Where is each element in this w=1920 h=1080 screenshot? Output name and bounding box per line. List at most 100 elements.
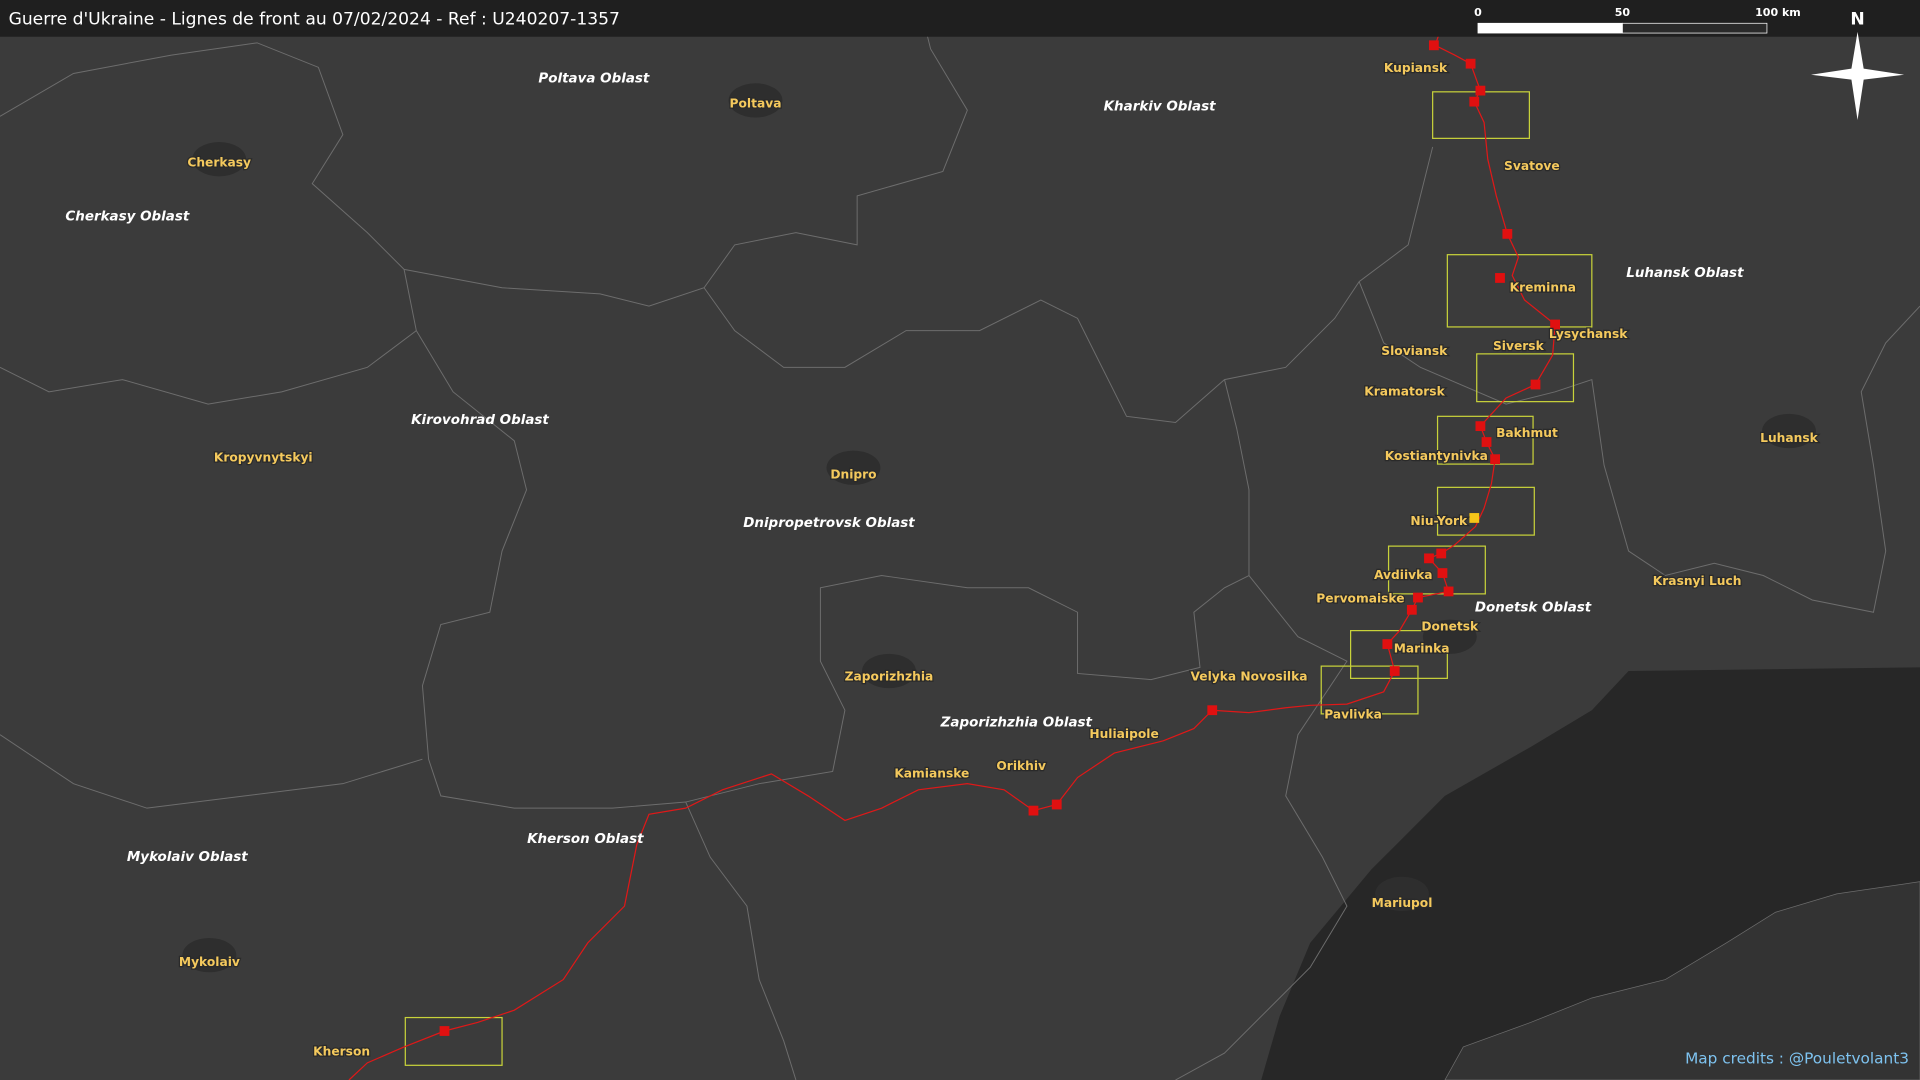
oblast-label: Poltava Oblast (538, 71, 650, 86)
yellow-marker (1469, 513, 1480, 523)
border (415, 330, 1250, 809)
oblast-label: Donetsk Oblast (1475, 600, 1592, 615)
oblast-label: Kharkiv Oblast (1104, 100, 1216, 115)
red-marker (1495, 273, 1505, 283)
scale-bar: 0 50 100 km (1474, 6, 1801, 34)
oblast-label: Zaporizhzhia Oblast (940, 715, 1093, 730)
oblast-labels: Poltava Oblast Kharkiv Oblast Cherkasy Obl… (65, 71, 1744, 865)
border (703, 146, 1434, 423)
red-marker (1465, 58, 1476, 69)
border (0, 734, 423, 809)
focus-box (1476, 353, 1575, 403)
red-marker (1382, 639, 1393, 649)
focus-box (1436, 486, 1535, 536)
city-labels: KharkivPoltavaKupianskCherkasySvatoveKre… (178, 0, 1820, 1060)
oblast-label: Cherkasy Oblast (65, 210, 189, 225)
city-label: Sloviansk (1381, 344, 1448, 358)
focus-box (1320, 665, 1419, 715)
city-label: Kreminna (1510, 280, 1576, 294)
red-marker (1406, 604, 1417, 615)
city-area (182, 937, 237, 973)
focus-box (404, 1016, 503, 1066)
red-marker (1490, 454, 1500, 465)
city-label: Donetsk (1421, 619, 1479, 633)
city-label: Pavlivka (1324, 708, 1382, 722)
city-label: Luhansk (1760, 431, 1818, 445)
red-marker (1475, 421, 1486, 432)
credits: Map credits : @Pouletvolant3 (1685, 1050, 1909, 1068)
focus-box (1446, 254, 1593, 328)
city-area (728, 83, 783, 118)
city-label: Zaporizhzhia (845, 670, 934, 684)
city-label: Avdiivka (1374, 568, 1433, 582)
city-label: Kropyvnytskyi (214, 450, 313, 464)
red-marker (1443, 586, 1454, 597)
red-marker (1436, 548, 1447, 559)
city-label: Pervomaiske (1316, 591, 1404, 605)
red-marker (1207, 705, 1218, 716)
city-label: Cherkasy (187, 155, 251, 169)
city-label: Bakhmut (1496, 426, 1558, 440)
city-label: Kherson (313, 1044, 370, 1058)
city-label: Mariupol (1372, 896, 1433, 910)
city-label: Svatove (1504, 159, 1560, 173)
city-label: Lysychansk (1549, 327, 1628, 341)
red-marker (1437, 568, 1448, 578)
red-marker (1413, 592, 1423, 603)
city-label: Dnipro (830, 468, 876, 482)
red-marker (1475, 85, 1486, 96)
oblast-label: Kherson Oblast (527, 832, 644, 847)
scale-segment (1477, 22, 1623, 34)
city-label: Krasnyi Luch (1653, 574, 1742, 588)
city-label: Velyka Novosilka (1190, 670, 1307, 684)
markers (439, 40, 1560, 1036)
city-label: Kupiansk (1384, 61, 1448, 75)
focus-box (1436, 415, 1534, 465)
red-marker (439, 1026, 450, 1036)
north-label: N (1850, 10, 1864, 30)
oblast-label: Luhansk Oblast (1626, 266, 1744, 281)
red-marker (1389, 666, 1400, 676)
red-marker (1469, 96, 1480, 107)
border (0, 42, 417, 405)
city-label: Mykolaiv (179, 955, 240, 969)
red-marker (1428, 40, 1439, 51)
city-label: Marinka (1394, 641, 1450, 655)
city-area (192, 142, 247, 177)
city-area (1422, 619, 1477, 654)
scale-segment (1622, 22, 1768, 34)
border (685, 801, 797, 1080)
front-line (348, 0, 1556, 1080)
city-label: Niu-York (1410, 514, 1468, 528)
red-marker (1481, 437, 1492, 447)
red-marker (1051, 799, 1062, 810)
border (403, 0, 968, 307)
scale-label: 50 (1615, 6, 1631, 19)
scale-label: 0 (1474, 6, 1482, 19)
city-label: Kramatorsk (1364, 384, 1445, 398)
oblast-label: Kirovohrad Oblast (411, 413, 549, 428)
red-marker (1550, 319, 1560, 330)
north-arrow: N (1811, 10, 1905, 121)
city-area (826, 450, 881, 485)
city-label: Orikhiv (996, 759, 1046, 773)
red-marker (1530, 379, 1541, 390)
city-label: Huliaipole (1089, 727, 1158, 741)
crimea (1444, 881, 1920, 1080)
city-label: Kostiantynivka (1385, 449, 1488, 463)
border (1175, 575, 1348, 1080)
red-marker (1028, 805, 1039, 816)
red-marker (1424, 553, 1434, 564)
city-label: Kamianske (894, 766, 969, 780)
red-marker (1502, 228, 1513, 239)
oblast-label: Dnipropetrovsk Oblast (743, 516, 915, 531)
city-label: Poltava (730, 97, 782, 111)
city-label: Siversk (1493, 339, 1545, 353)
city-area (862, 653, 916, 689)
oblast-label: Mykolaiv Oblast (127, 850, 248, 865)
city-area (1375, 876, 1429, 912)
compass-star (1811, 31, 1905, 121)
